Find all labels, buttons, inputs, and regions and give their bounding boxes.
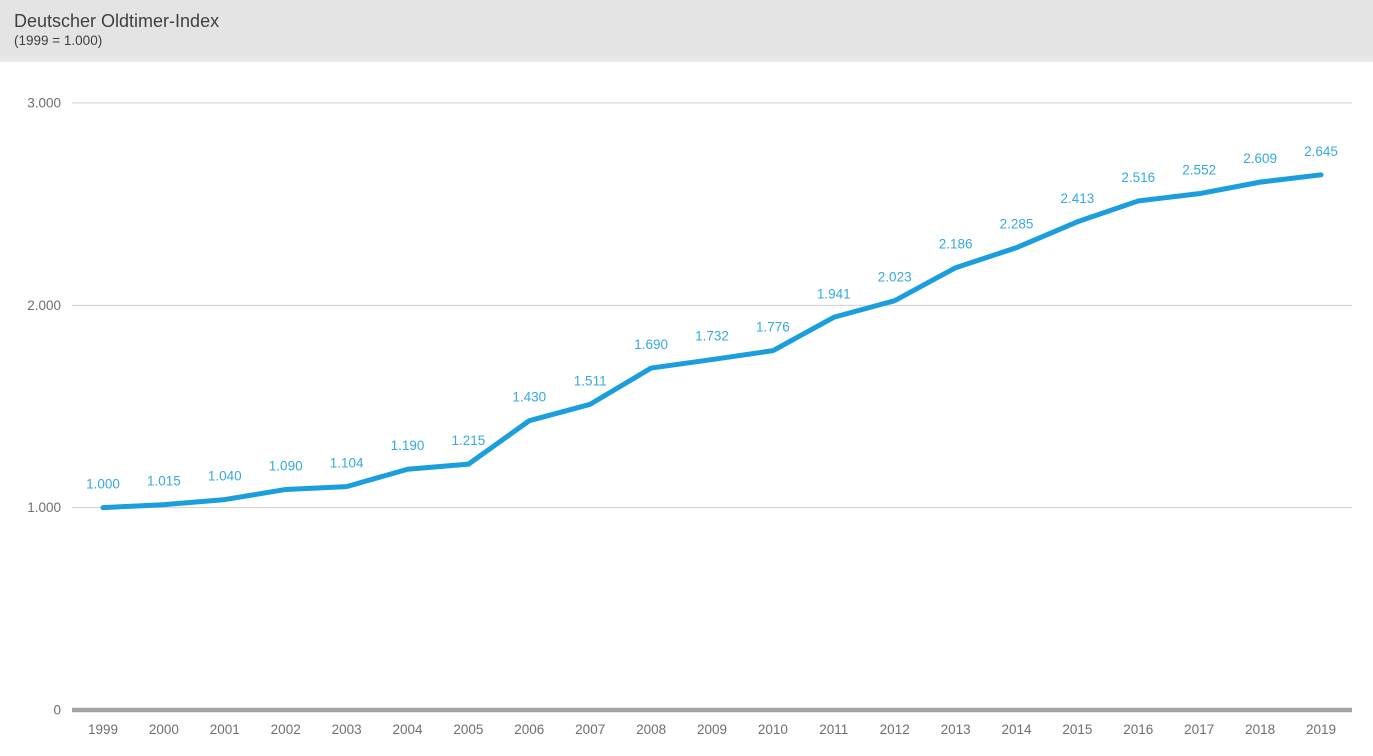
point-label: 2.413 [1061, 191, 1095, 206]
point-label: 1.090 [269, 458, 303, 473]
point-label: 1.776 [756, 320, 790, 335]
x-tick-label: 2013 [941, 722, 971, 737]
x-tick-label: 2018 [1245, 722, 1275, 737]
series-line [100, 172, 1324, 511]
point-label: 1.690 [634, 337, 668, 352]
x-tick-label: 2005 [453, 722, 483, 737]
x-tick-label: 2001 [210, 722, 240, 737]
chart-header: Deutscher Oldtimer-Index (1999 = 1.000) [0, 0, 1373, 62]
point-label: 1.941 [817, 286, 851, 301]
x-tick-label: 2002 [271, 722, 301, 737]
x-tick-label: 2006 [514, 722, 544, 737]
point-label: 1.215 [452, 433, 486, 448]
point-label: 2.023 [878, 270, 912, 285]
point-label: 2.552 [1182, 163, 1216, 178]
y-tick-label: 1.000 [27, 500, 61, 515]
point-label: 1.104 [330, 456, 364, 471]
x-tick-label: 2007 [575, 722, 605, 737]
x-tick-label: 1999 [88, 722, 118, 737]
x-tick-label: 2014 [1001, 722, 1032, 737]
chart-title: Deutscher Oldtimer-Index [14, 11, 220, 31]
x-tick-label: 2000 [149, 722, 179, 737]
point-label: 1.732 [695, 329, 729, 344]
x-tick-label: 2008 [636, 722, 666, 737]
chart-subtitle: (1999 = 1.000) [14, 33, 103, 48]
x-tick-label: 2003 [332, 722, 362, 737]
x-tick-label: 2011 [819, 722, 848, 737]
point-label: 2.645 [1304, 144, 1338, 159]
x-tick-label: 2010 [758, 722, 788, 737]
point-label: 1.040 [208, 469, 242, 484]
x-tick-label: 2009 [697, 722, 727, 737]
point-label: 1.511 [574, 373, 607, 388]
y-tick-label: 0 [53, 703, 61, 718]
x-tick-label: 2015 [1062, 722, 1092, 737]
point-label: 1.000 [86, 477, 120, 492]
x-tick-label: 2019 [1306, 722, 1336, 737]
x-tick-label: 2016 [1123, 722, 1153, 737]
point-label: 1.430 [512, 390, 546, 405]
x-tick-label: 2004 [392, 722, 423, 737]
point-label: 2.186 [939, 237, 973, 252]
y-tick-label: 3.000 [27, 96, 61, 111]
y-tick-label: 2.000 [27, 298, 61, 313]
point-label: 2.609 [1243, 151, 1277, 166]
point-label: 1.190 [391, 438, 425, 453]
point-label: 2.516 [1121, 170, 1155, 185]
x-tick-label: 2017 [1184, 722, 1214, 737]
point-label: 2.285 [1000, 217, 1034, 232]
x-tick-label: 2012 [880, 722, 910, 737]
point-label: 1.015 [147, 474, 181, 489]
